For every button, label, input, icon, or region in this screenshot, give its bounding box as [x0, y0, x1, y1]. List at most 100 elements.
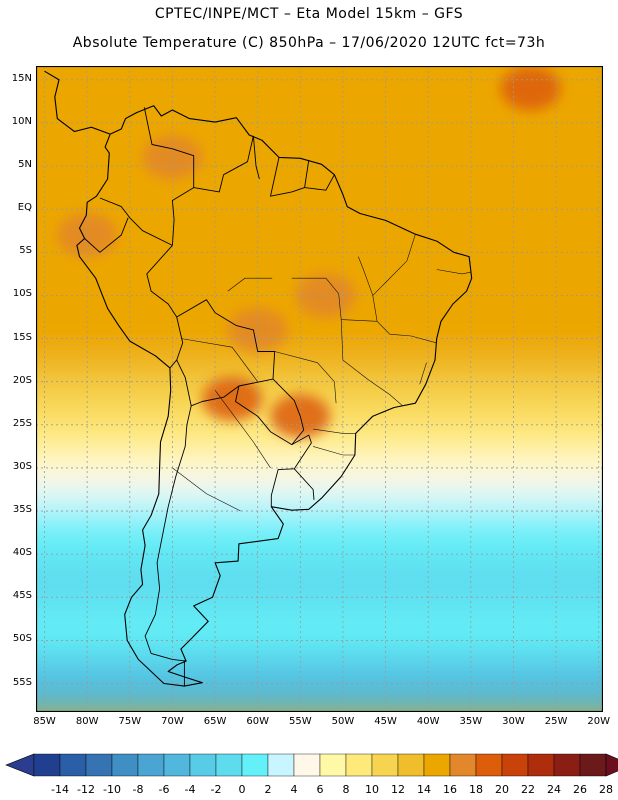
lat-tick-label: 15S	[12, 331, 32, 343]
colorbar-swatch	[345, 753, 373, 777]
lat-tick-label: 5N	[18, 159, 32, 171]
country-border	[84, 217, 129, 253]
state-border	[274, 351, 337, 404]
colorbar-label: 8	[342, 783, 350, 796]
colorbar-label: 4	[290, 783, 298, 796]
state-border	[358, 256, 378, 322]
state-border	[419, 362, 427, 385]
colorbar-swatch	[137, 753, 165, 777]
colorbar-label: 14	[417, 783, 431, 796]
coastlines-borders	[44, 70, 473, 687]
warm-patch	[500, 66, 561, 111]
lon-tick-label: 65W	[203, 716, 227, 727]
colorbar-swatch	[449, 753, 477, 777]
lat-tick-label: 20S	[12, 374, 32, 386]
lat-tick-label: 5S	[19, 245, 32, 257]
colorbar-swatch	[85, 753, 113, 777]
colorbar-label: 28	[599, 783, 613, 796]
state-border	[436, 269, 471, 275]
colorbar-swatch	[527, 753, 555, 777]
title-line-1: CPTEC/INPE/MCT – Eta Model 15km – GFS	[154, 6, 464, 22]
colorbar-swatch	[293, 753, 321, 777]
country-border	[193, 135, 254, 193]
country-border	[291, 187, 305, 193]
colorbar-label: 12	[391, 783, 405, 796]
temperature-bands	[36, 66, 603, 712]
lon-tick-label: 45W	[374, 716, 397, 727]
lat-tick-label: 30S	[12, 460, 32, 472]
colorbar-label: -8	[132, 783, 144, 796]
colorbar-label: -12	[77, 783, 95, 796]
colorbar-label: 2	[264, 783, 272, 796]
colorbar-swatch	[423, 753, 451, 777]
colorbar-swatch	[267, 753, 295, 777]
colorbar-label: 22	[521, 783, 535, 796]
colorbar-swatch	[475, 753, 503, 777]
colorbar-label: 18	[469, 783, 483, 796]
country-border	[99, 197, 173, 246]
colorbar-under-arrow	[5, 753, 35, 777]
central-america-coastline	[44, 70, 111, 135]
lat-tick-label: 10S	[12, 288, 32, 300]
title-line-2: Absolute Temperature (C) 850hPa – 17/06/…	[72, 35, 546, 51]
colorbar-swatch	[553, 753, 581, 777]
temperature-map	[36, 66, 603, 712]
state-border	[340, 319, 403, 407]
colorbar-swatch	[579, 753, 607, 777]
lon-tick-label: 55W	[289, 716, 312, 727]
lon-tick-label: 40W	[416, 716, 440, 727]
country-border	[146, 245, 184, 369]
lat-tick-label: 25S	[12, 417, 32, 429]
state-border	[214, 390, 271, 469]
colorbar-label: 0	[238, 783, 246, 796]
lon-tick-label: 85W	[33, 716, 56, 727]
colorbar-label: -10	[103, 783, 121, 796]
colorbar-swatch	[241, 753, 269, 777]
lon-tick-label: 30W	[502, 716, 525, 727]
country-border	[144, 359, 192, 662]
lat-tick-label: 40S	[12, 547, 32, 559]
warm-patch	[57, 213, 118, 258]
south-america-coastline	[76, 105, 473, 687]
lat-tick-label: 45S	[12, 590, 32, 602]
lat-tick-label: 10N	[11, 115, 32, 127]
map-frame	[36, 66, 603, 712]
colorbar-swatch	[163, 753, 191, 777]
lon-tick-label: 80W	[75, 716, 99, 727]
lat-tick-label: 35S	[12, 504, 32, 516]
lat-tick-label: 55S	[12, 676, 32, 688]
state-border	[180, 338, 258, 382]
colorbar-swatch	[501, 753, 529, 777]
state-border	[172, 467, 241, 512]
colorbar-label: 6	[316, 783, 324, 796]
colorbar-swatch	[33, 753, 61, 777]
state-border	[313, 428, 356, 434]
state-border	[227, 277, 273, 292]
lon-tick-label: 60W	[246, 716, 269, 727]
colorbar-swatch	[189, 753, 217, 777]
lon-tick-label: 20W	[587, 716, 611, 727]
colorbar-label: 26	[573, 783, 587, 796]
colorbar-label: 10	[365, 783, 379, 796]
warm-patch	[202, 376, 263, 421]
warm-patch	[295, 273, 356, 318]
country-border	[270, 157, 292, 197]
colorbar-label: -6	[158, 783, 170, 796]
colorbar-swatch	[319, 753, 347, 777]
country-border	[235, 378, 305, 446]
lon-tick-label: 35W	[459, 716, 483, 727]
colorbar-label: -14	[51, 783, 69, 796]
state-border	[372, 234, 416, 296]
colorbar-swatch	[397, 753, 425, 777]
country-border	[143, 107, 195, 246]
warm-patches	[57, 66, 561, 439]
colorbar	[5, 753, 618, 777]
state-border	[291, 277, 378, 322]
colorbar-label: -2	[210, 783, 222, 796]
lat-tick-label: 15N	[11, 72, 32, 84]
country-border	[304, 159, 335, 191]
colorbar-label: 24	[547, 783, 561, 796]
temperature-band	[36, 677, 603, 712]
temperature-field	[36, 66, 603, 712]
colorbar-swatch	[371, 753, 399, 777]
